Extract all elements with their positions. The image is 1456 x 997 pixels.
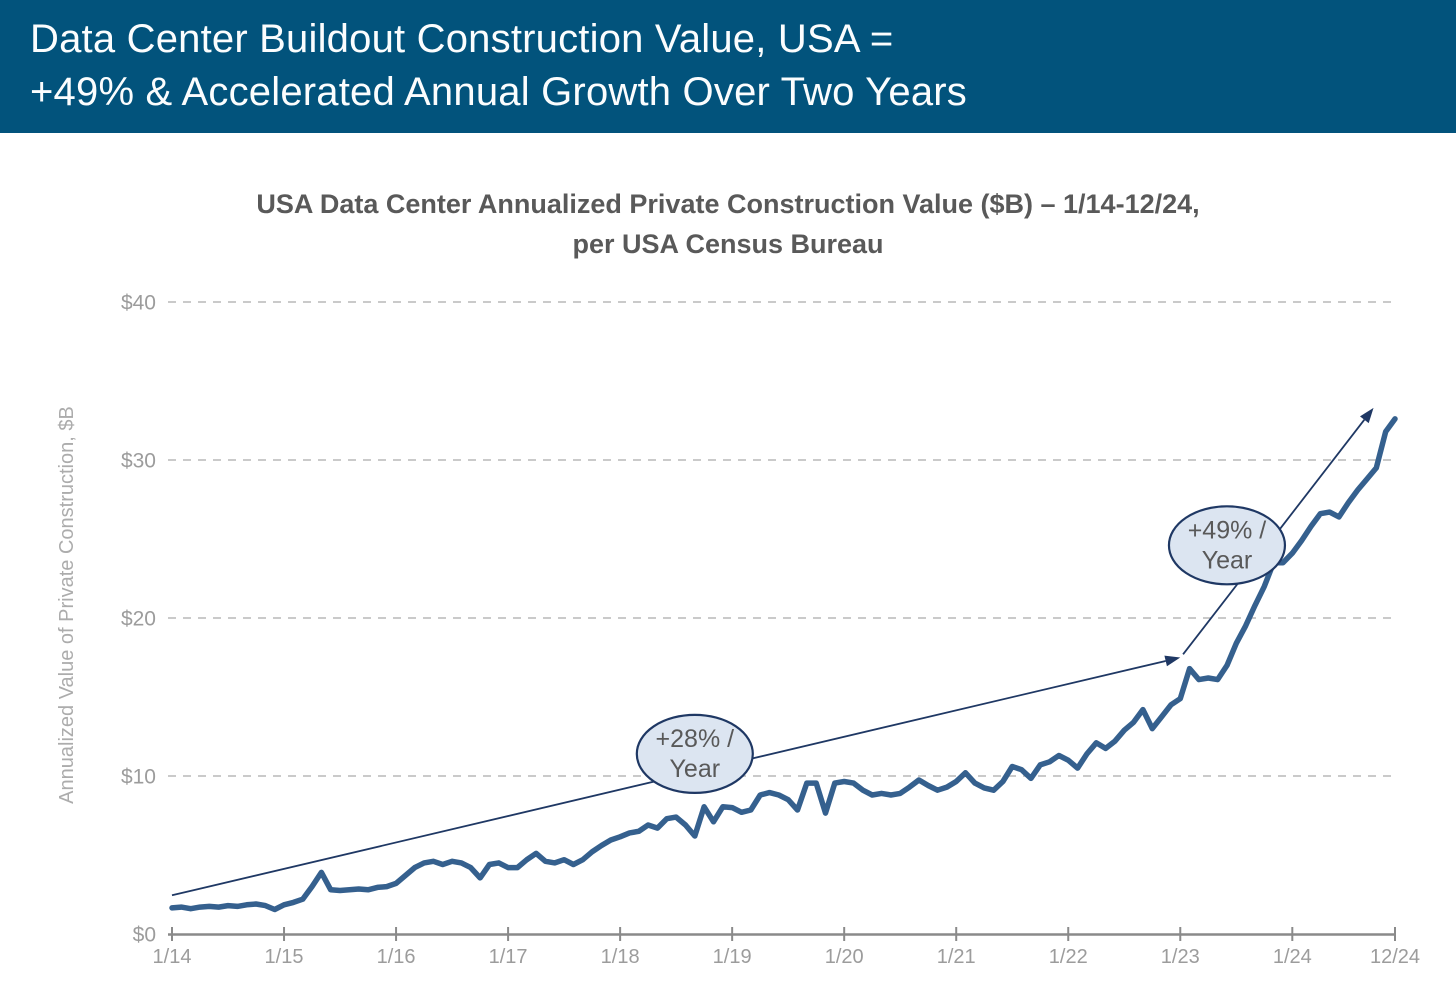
trend-arrowhead-1	[1360, 407, 1374, 424]
annotation-ellipse-0	[635, 713, 754, 794]
chart-title-line1: USA Data Center Annualized Private Const…	[256, 189, 1200, 219]
y-tick-label: $30	[121, 450, 156, 473]
y-tick-label: $10	[121, 766, 156, 789]
x-tick-label: 1/20	[825, 946, 864, 968]
x-tick-label: 1/23	[1161, 946, 1200, 968]
y-tick-label: $40	[121, 292, 156, 315]
title-banner: Data Center Buildout Construction Value,…	[0, 0, 1456, 133]
banner-title-line2: +49% & Accelerated Annual Growth Over Tw…	[30, 70, 967, 114]
x-tick-label: 1/14	[153, 946, 192, 968]
x-tick-label: 1/17	[489, 946, 528, 968]
y-tick-label: $0	[133, 924, 156, 947]
x-tick-label: 1/15	[265, 946, 304, 968]
x-tick-label: 1/22	[1049, 946, 1088, 968]
annotation-ellipse-1	[1167, 505, 1287, 586]
x-tick-label: 1/16	[377, 946, 416, 968]
chart-title: USA Data Center Annualized Private Const…	[0, 184, 1456, 264]
trend-arrowhead-0	[1164, 655, 1181, 667]
chart-title-line2: per USA Census Bureau	[572, 229, 884, 259]
x-tick-label: 1/24	[1273, 946, 1312, 968]
x-tick-label: 1/21	[937, 946, 976, 968]
annotation-label-0: +28% / Year	[656, 725, 735, 783]
x-tick-label: 1/19	[713, 946, 752, 968]
y-tick-label: $20	[121, 608, 156, 631]
annotation-label-1: +49% / Year	[1188, 516, 1267, 574]
data-line-construction-value	[169, 416, 1398, 913]
banner-title-line1: Data Center Buildout Construction Value,…	[30, 17, 894, 61]
x-tick-label: 12/24	[1370, 946, 1420, 968]
x-tick-label: 1/18	[601, 946, 640, 968]
